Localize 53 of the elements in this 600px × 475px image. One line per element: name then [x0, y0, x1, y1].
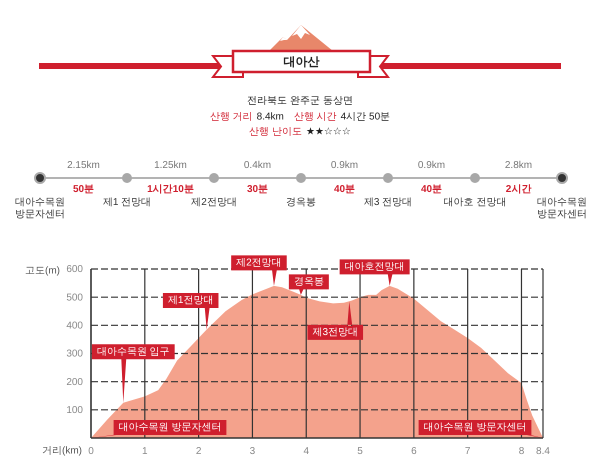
annotation: 제3전망대 — [312, 326, 358, 338]
text: 산행 거리 — [210, 112, 253, 122]
text: 30분 — [246, 184, 268, 195]
text: 0.9km — [418, 160, 446, 171]
y-tick-label: 200 — [66, 376, 84, 388]
x-tick-label: 7 — [464, 446, 471, 458]
annotation: 대아수목원 방문자센터 — [118, 422, 222, 433]
category-label: 제3 전망대 — [364, 197, 412, 208]
x-tick-label: 8 — [518, 446, 525, 458]
text: 2.8km — [504, 160, 532, 171]
annotation: 제1전망대 — [168, 295, 214, 306]
text: 40분 — [334, 184, 356, 195]
text: 1시간10분 — [147, 184, 194, 195]
x-tick-label: 8.4 — [536, 446, 550, 458]
x-tick-label: 3 — [250, 446, 256, 458]
x-tick-label: 5 — [357, 446, 364, 458]
category-label: 대아호 전망대 — [444, 197, 506, 208]
text: 1.25km — [154, 160, 187, 171]
x-tick-label: 4 — [303, 446, 310, 458]
text: 2시간 — [506, 184, 532, 195]
x-tick-label: 1 — [142, 446, 148, 458]
category-label: 대아수목원 방문자센터 — [15, 197, 65, 220]
category-label: 경옥봉 — [286, 197, 316, 208]
category-label: 제1 전망대 — [102, 197, 152, 208]
text: 0.9km — [330, 160, 358, 171]
y-tick-label: 600 — [66, 264, 84, 276]
x-tick-label: 6 — [411, 446, 418, 458]
x-axis-title: 거리(km) — [42, 446, 82, 456]
annotation: 대아수목원 방문자센터 — [424, 422, 526, 433]
y-axis-title: 고도(m) — [25, 266, 60, 276]
annotation: 대아호전망대 — [344, 261, 405, 272]
text: 대아산 — [284, 54, 320, 68]
x-tick-label: 0 — [88, 446, 94, 458]
annotation: 경옥봉 — [294, 276, 324, 288]
text: 2.15km — [67, 160, 100, 171]
y-tick-label: 300 — [66, 348, 84, 360]
annotation: 대아수목원 입구 — [96, 346, 170, 358]
y-tick-label: 100 — [66, 405, 84, 416]
text: 4시간 50분 — [340, 112, 390, 122]
text: 0.4km — [244, 160, 272, 171]
text: ★★☆☆☆ — [306, 126, 351, 138]
category-label: 대아수목원 방문자센터 — [537, 197, 587, 220]
text: 40분 — [420, 184, 442, 195]
y-tick-label: 500 — [66, 292, 84, 304]
text: 산행 난이도 — [249, 126, 302, 138]
y-tick-label: 400 — [66, 320, 84, 332]
text: 50분 — [72, 184, 94, 195]
text: 8.4km — [256, 112, 284, 122]
category-label: 제2전망대 — [191, 197, 237, 208]
x-tick-label: 2 — [196, 446, 202, 458]
text: 산행 시간 — [294, 112, 337, 122]
annotation: 제2전망대 — [236, 257, 282, 268]
text: 전라북도 완주군 동상면 — [247, 96, 353, 106]
